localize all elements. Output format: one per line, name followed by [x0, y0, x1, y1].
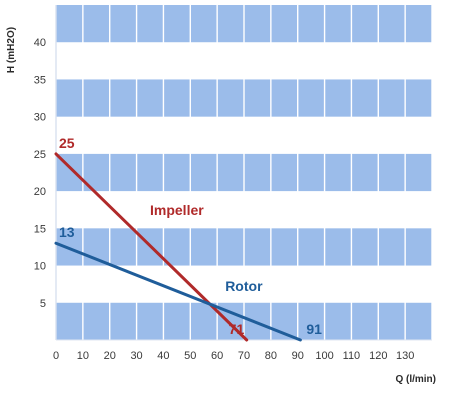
rotor-end-label: 91: [306, 321, 322, 337]
y-tick-10: 10: [34, 261, 46, 273]
rotor-name-label: Rotor: [225, 278, 263, 294]
x-tick-labels: 0 10 20 30 40 50 60 70 80 90 100 110 120 130: [53, 350, 414, 362]
x-tick-30: 30: [130, 350, 142, 362]
x-tick-80: 80: [265, 350, 277, 362]
y-tick-30: 30: [34, 112, 46, 124]
y-tick-25: 25: [34, 149, 46, 161]
rotor-line: [54, 241, 302, 342]
y-tick-40: 40: [34, 37, 46, 49]
rotor-start-label: 13: [59, 224, 75, 240]
y-tick-15: 15: [34, 223, 46, 235]
x-tick-130: 130: [396, 350, 414, 362]
impeller-name-label: Impeller: [150, 202, 204, 218]
x-tick-50: 50: [184, 350, 196, 362]
impeller-start-label: 25: [59, 135, 75, 151]
y-tick-5: 5: [40, 298, 46, 310]
x-tick-110: 110: [343, 350, 361, 362]
impeller-line: [54, 152, 249, 342]
x-tick-100: 100: [315, 350, 333, 362]
x-tick-10: 10: [77, 350, 89, 362]
y-tick-labels: 5 10 15 20 25 30 35 40: [34, 37, 46, 310]
x-tick-120: 120: [369, 350, 387, 362]
x-tick-90: 90: [292, 350, 304, 362]
x-tick-20: 20: [104, 350, 116, 362]
x-axis-title: Q (l/min): [395, 374, 436, 385]
y-tick-35: 35: [34, 74, 46, 86]
y-axis-title: H (mH2O): [6, 27, 17, 73]
impeller-end-label: 71: [229, 321, 245, 337]
x-tick-40: 40: [157, 350, 169, 362]
series-labels: 25 71 13 91 Impeller Rotor: [59, 135, 322, 337]
x-tick-60: 60: [211, 350, 223, 362]
y-tick-20: 20: [34, 186, 46, 198]
x-tick-0: 0: [53, 350, 59, 362]
x-tick-70: 70: [238, 350, 250, 362]
vertical-gridlines: [55, 5, 433, 341]
series-lines: [54, 152, 302, 342]
